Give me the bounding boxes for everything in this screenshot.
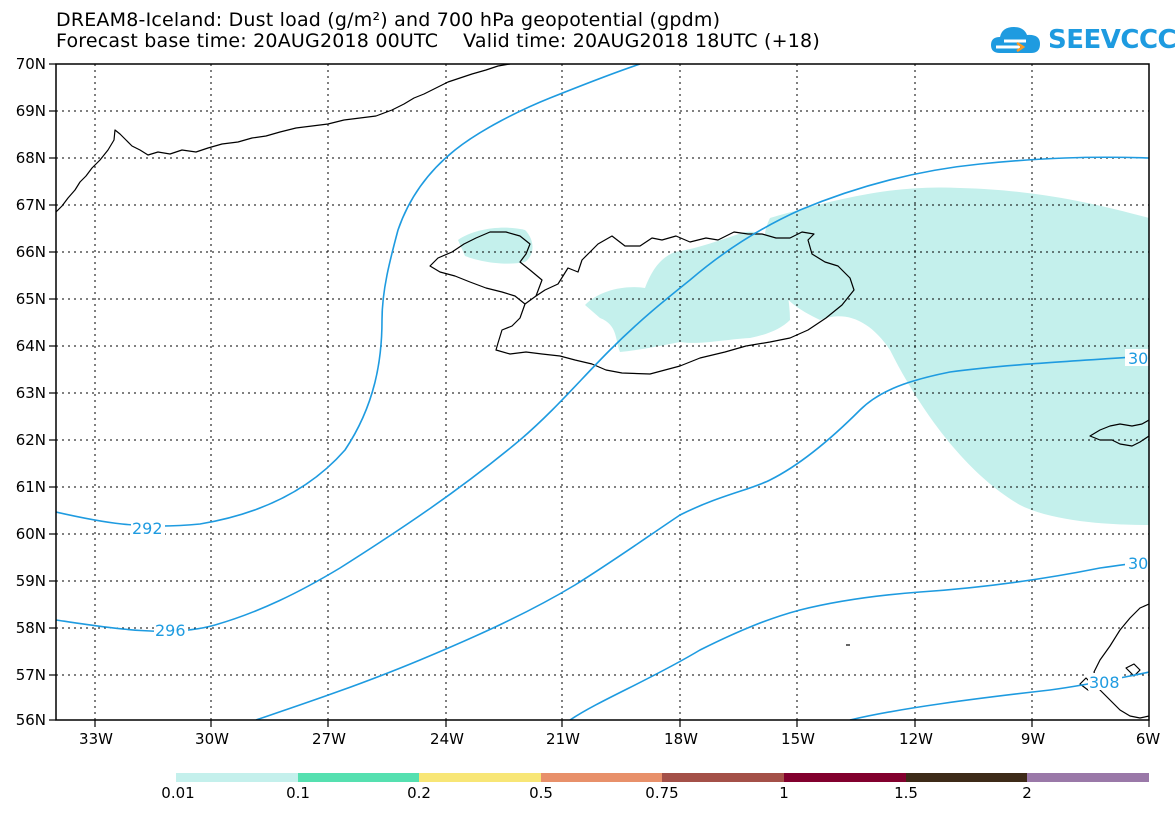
lat-label-69n: 69N [16, 102, 46, 120]
lat-label-64n: 64N [16, 337, 46, 355]
logo-text: SEEVCCC [1048, 25, 1175, 55]
lon-label-30w: 30W [195, 730, 229, 748]
legend-swatch-5 [784, 773, 906, 782]
lon-label-9w: 9W [1021, 730, 1046, 748]
cloud-icon [991, 27, 1040, 53]
dust-area-central [585, 231, 790, 352]
greenland-coast [56, 64, 511, 213]
lon-label-21w: 21W [546, 730, 580, 748]
plot-frame [55, 63, 1150, 721]
contour-label-304: 30 [1128, 554, 1148, 573]
lat-label-67n: 67N [16, 196, 46, 214]
contour-label-300: 30 [1128, 349, 1148, 368]
lon-label-24w: 24W [430, 730, 464, 748]
legend-swatch-7 [1027, 773, 1149, 782]
lon-label-33w: 33W [79, 730, 113, 748]
valid-time: Valid time: 20AUG2018 18UTC (+18) [463, 30, 820, 52]
legend-swatch-4 [662, 773, 784, 782]
seevccc-logo: SEEVCCC [990, 20, 1175, 60]
base-time: Forecast base time: 20AUG2018 00UTC [56, 30, 439, 52]
contour-label-292: 292 [132, 519, 163, 538]
lat-label-68n: 68N [16, 149, 46, 167]
legend-label-4: 0.75 [645, 784, 679, 802]
lat-label-65n: 65N [16, 290, 46, 308]
legend-label-2: 0.2 [407, 784, 431, 802]
dust-area-east [764, 187, 1149, 525]
dust-area-west [458, 227, 533, 264]
lon-label-15w: 15W [781, 730, 815, 748]
legend-swatch-3 [541, 773, 662, 782]
contours [56, 64, 1149, 720]
contour-292 [56, 64, 641, 527]
legend-label-6: 1.5 [894, 784, 918, 802]
legend-swatch-0 [176, 773, 298, 782]
lat-label-63n: 63N [16, 384, 46, 402]
lat-label-61n: 61N [16, 478, 46, 496]
lon-label-12w: 12W [899, 730, 933, 748]
lat-label-59n: 59N [16, 572, 46, 590]
legend-label-1: 0.1 [286, 784, 310, 802]
legend-label-7: 2 [1022, 784, 1032, 802]
legend-label-5: 1 [779, 784, 789, 802]
legend-label-0: 0.01 [161, 784, 195, 802]
faroe-islands [1089, 419, 1149, 447]
map-title: DREAM8-Iceland: Dust load (g/m²) and 700… [56, 9, 721, 31]
legend-swatch-1 [298, 773, 419, 782]
lat-label-66n: 66N [16, 243, 46, 261]
lat-label-57n: 57N [16, 666, 46, 684]
legend-swatch-2 [419, 773, 541, 782]
contour-label-308: 308 [1089, 673, 1120, 692]
contour-308 [849, 671, 1149, 720]
lat-label-60n: 60N [16, 525, 46, 543]
lat-label-58n: 58N [16, 619, 46, 637]
lat-label-62n: 62N [16, 431, 46, 449]
graticule [56, 64, 1149, 720]
iceland-westfjords [429, 231, 543, 305]
lat-label-70n: 70N [16, 55, 46, 73]
contour-300 [255, 355, 1149, 720]
lat-label-56n: 56N [16, 711, 46, 729]
forecast-times: Forecast base time: 20AUG2018 00UTC Vali… [56, 31, 820, 51]
legend-label-3: 0.5 [529, 784, 553, 802]
lon-label-18w: 18W [664, 730, 698, 748]
lon-label-6w: 6W [1136, 730, 1161, 748]
contour-296 [56, 156, 1149, 633]
contour-304 [569, 561, 1149, 720]
iceland-coast [495, 231, 855, 375]
lon-label-27w: 27W [312, 730, 346, 748]
scotland-coast [1093, 603, 1149, 719]
contour-label-296: 296 [155, 621, 186, 640]
legend-swatch-6 [906, 773, 1027, 782]
